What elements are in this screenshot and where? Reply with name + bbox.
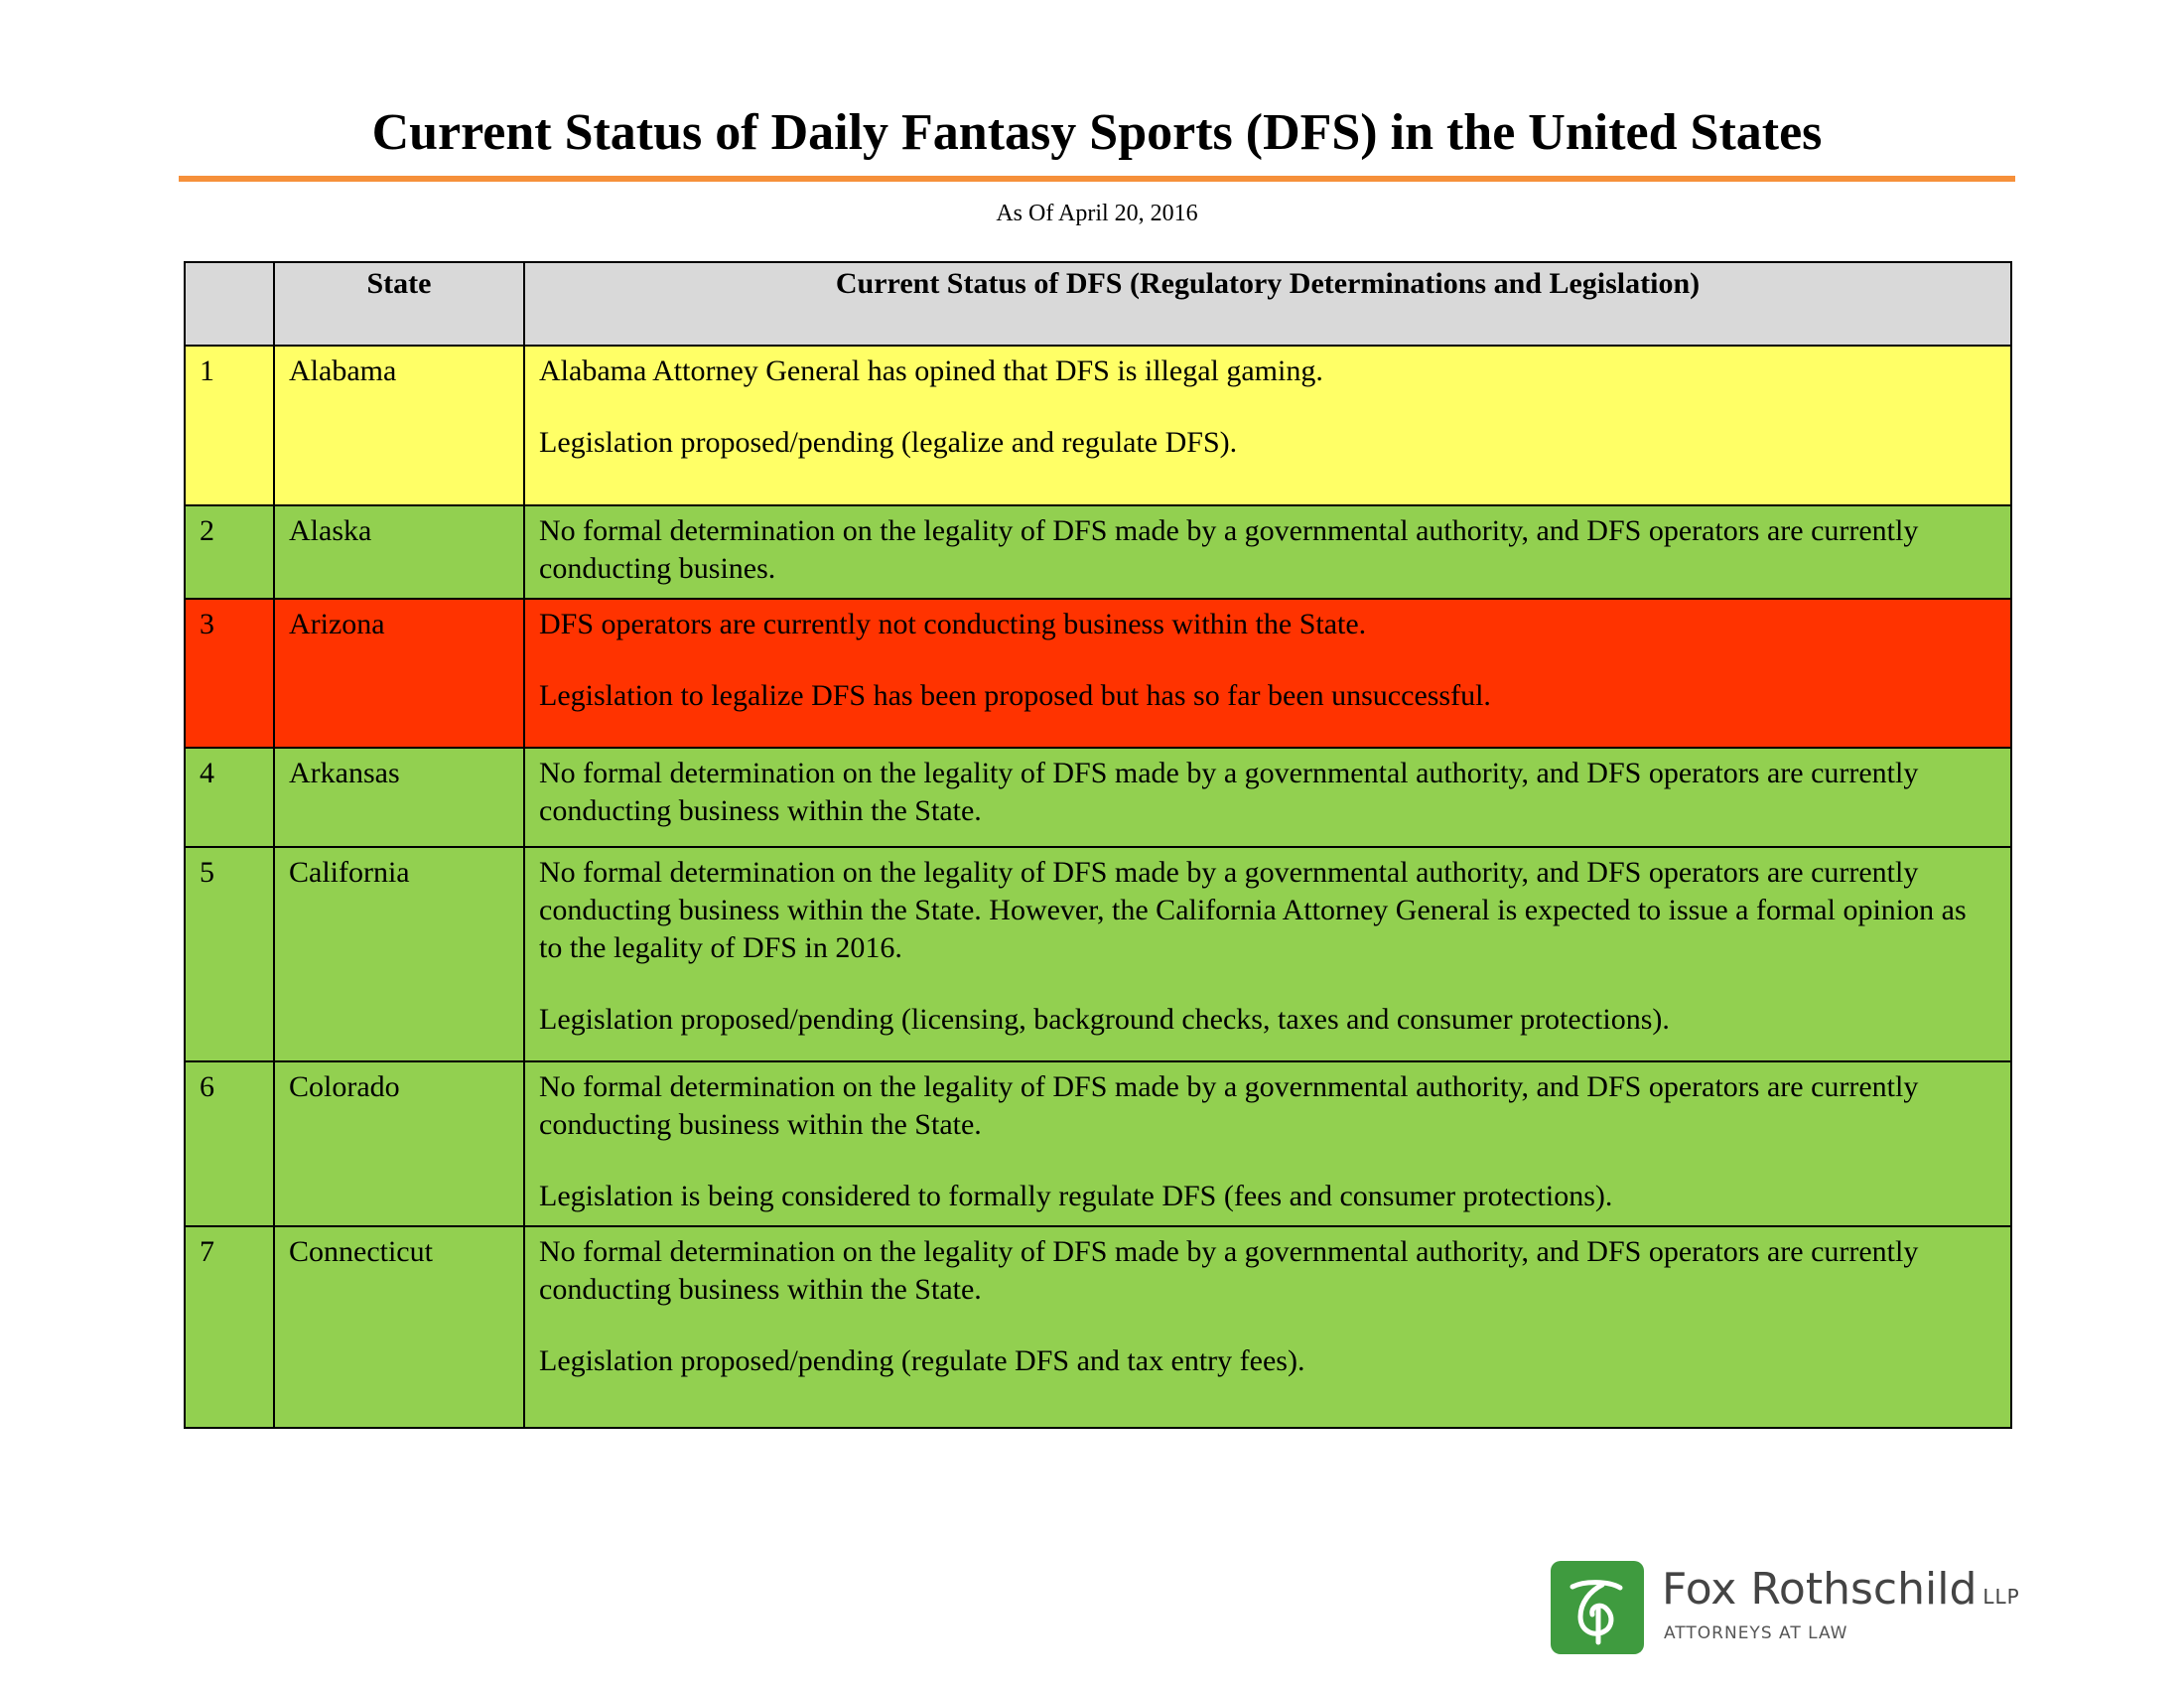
as-of-date: As Of April 20, 2016 (996, 201, 1198, 226)
row-number: 1 (184, 345, 275, 506)
status-paragraph: No formal determination on the legality … (539, 757, 1919, 827)
table-row: 2 Alaska No formal determination on the … (184, 504, 2012, 600)
table-row: 3 Arizona DFS operators are currently no… (184, 598, 2012, 749)
status-paragraph: Legislation is being considered to forma… (539, 1180, 1613, 1212)
row-state: Alaska (273, 504, 525, 600)
status-paragraph: DFS operators are currently not conducti… (539, 608, 1367, 640)
dfs-status-table: State Current Status of DFS (Regulatory … (184, 261, 2012, 1429)
row-state: Alabama (273, 345, 525, 506)
table-row: 7 Connecticut No formal determination on… (184, 1225, 2012, 1429)
fox-rothschild-logo: Fox Rothschild LLP ATTORNEYS AT LAW (1551, 1561, 2027, 1656)
row-status: Alabama Attorney General has opined that… (523, 345, 2012, 506)
row-number: 5 (184, 846, 275, 1062)
status-paragraph: Legislation proposed/pending (legalize a… (539, 426, 1238, 459)
logo-tagline: ATTORNEYS AT LAW (1664, 1623, 1848, 1643)
status-paragraph: Legislation to legalize DFS has been pro… (539, 679, 1491, 712)
row-status: No formal determination on the legality … (523, 504, 2012, 600)
header-number (184, 261, 275, 347)
row-status: No formal determination on the legality … (523, 1060, 2012, 1227)
logo-name: Fox Rothschild (1662, 1564, 1978, 1615)
row-state: Connecticut (273, 1225, 525, 1429)
logo-suffix: LLP (1982, 1585, 2020, 1609)
title-divider (179, 176, 2015, 182)
status-paragraph: No formal determination on the legality … (539, 1235, 1919, 1306)
row-status: No formal determination on the legality … (523, 846, 2012, 1062)
row-number: 6 (184, 1060, 275, 1227)
status-paragraph: No formal determination on the legality … (539, 856, 1967, 964)
header-status: Current Status of DFS (Regulatory Determ… (523, 261, 2012, 347)
row-number: 2 (184, 504, 275, 600)
row-status: No formal determination on the legality … (523, 1225, 2012, 1429)
status-paragraph: No formal determination on the legality … (539, 1070, 1919, 1141)
row-state: Colorado (273, 1060, 525, 1227)
table-row: 4 Arkansas No formal determination on th… (184, 747, 2012, 848)
status-paragraph: Alabama Attorney General has opined that… (539, 354, 1323, 387)
status-paragraph: Legislation proposed/pending (regulate D… (539, 1344, 1305, 1377)
fox-rothschild-logo-icon (1551, 1561, 1644, 1654)
table-row: 5 California No formal determination on … (184, 846, 2012, 1062)
table-header-row: State Current Status of DFS (Regulatory … (184, 261, 2012, 347)
status-paragraph: Legislation proposed/pending (licensing,… (539, 1003, 1670, 1036)
table-row: 6 Colorado No formal determination on th… (184, 1060, 2012, 1227)
table-row: 1 Alabama Alabama Attorney General has o… (184, 345, 2012, 506)
row-number: 3 (184, 598, 275, 749)
row-status: No formal determination on the legality … (523, 747, 2012, 848)
row-state: Arizona (273, 598, 525, 749)
row-status: DFS operators are currently not conducti… (523, 598, 2012, 749)
page-title: Current Status of Daily Fantasy Sports (… (371, 104, 1823, 161)
row-state: California (273, 846, 525, 1062)
header-state: State (273, 261, 525, 347)
status-paragraph: No formal determination on the legality … (539, 514, 1919, 585)
row-state: Arkansas (273, 747, 525, 848)
row-number: 4 (184, 747, 275, 848)
row-number: 7 (184, 1225, 275, 1429)
